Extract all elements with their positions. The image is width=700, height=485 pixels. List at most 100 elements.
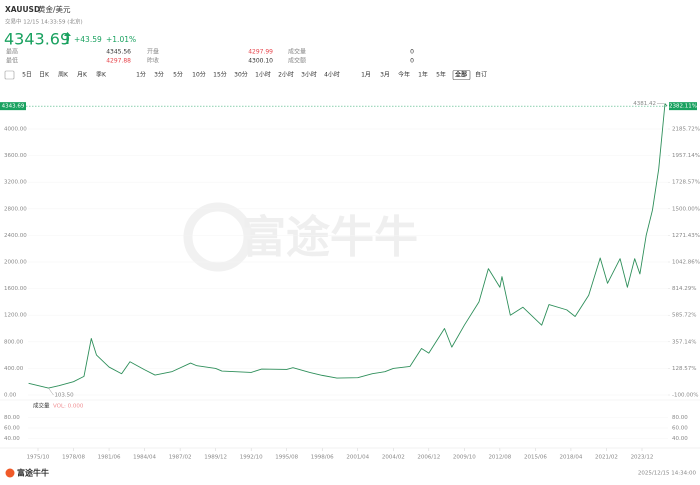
tab[interactable]: 1小时 (255, 71, 271, 79)
x-tick-label: 1989/12 (204, 455, 227, 461)
tab[interactable]: 5分 (173, 71, 183, 79)
x-tick-label: 2021/02 (595, 455, 618, 461)
symbol: XAUUSD (5, 5, 40, 14)
change: +43.59 (74, 35, 102, 44)
y-tick-label: 2000.00 (4, 260, 27, 266)
x-tick-label: 1975/10 (27, 455, 50, 461)
tab[interactable]: 3小时 (301, 71, 317, 79)
x-tick-label: 2015/06 (524, 455, 547, 461)
x-tick-label: 2023/12 (631, 455, 654, 461)
y-tick-label: 1600.00 (4, 286, 27, 292)
y2-tick-label: 1042.86% (672, 259, 700, 265)
y2-tick-label: 128.57% (672, 366, 696, 372)
tab[interactable]: 10分 (192, 71, 206, 79)
y-tick-label: 0.00 (4, 393, 17, 399)
y2-tick-label: 1728.57% (672, 180, 700, 186)
x-tick-label: 1995/08 (275, 455, 298, 461)
y-tick-label: 3600.00 (4, 153, 27, 159)
y-tick-label: 4000.00 (4, 127, 27, 133)
y-tick-label: 400.00 (4, 366, 24, 372)
last-price-tag (0, 102, 26, 111)
tab[interactable]: 1年 (418, 71, 428, 79)
tab[interactable]: 30分 (234, 71, 248, 79)
price-line (28, 103, 668, 389)
tab[interactable]: 月K (77, 72, 88, 79)
tab[interactable]: 季K (96, 71, 107, 79)
stat-label: 最低 (6, 57, 18, 65)
y-tick-label: 2400.00 (4, 233, 27, 239)
x-tick-label: 1992/10 (240, 455, 263, 461)
tab[interactable]: 4小时 (324, 71, 340, 79)
tab[interactable]: 2小时 (278, 71, 294, 79)
status: 交易中 12/15 14:33:59 (北京) (5, 18, 83, 26)
volume-tick-label: 40.00 (4, 436, 20, 442)
y-tick-label: 3200.00 (4, 180, 27, 186)
stat-value: 4300.10 (248, 58, 273, 65)
volume-title: 成交量 (33, 402, 50, 410)
y2-tick-label: 585.72% (672, 313, 696, 319)
volume-tick-label-right: 60.00 (672, 426, 688, 432)
tab[interactable]: 今年 (398, 71, 410, 79)
x-tick-label: 1981/06 (98, 455, 121, 461)
logo-icon (5, 468, 15, 478)
last-pct-label: 2382.11% (669, 104, 697, 110)
stat-label: 开盘 (147, 48, 159, 56)
tab[interactable]: 15分 (213, 71, 227, 79)
stat-value: 4345.56 (106, 49, 131, 56)
y-tick-label: 800.00 (4, 339, 24, 345)
y2-tick-label: 1500.00% (672, 206, 700, 212)
high-label: 4381.42 (633, 101, 656, 107)
x-tick-label: 2004/02 (382, 455, 405, 461)
stats: 最高 4345.56 开盘 4297.99 成交量 0 最低 4297.88 昨收 4300.10… (6, 48, 414, 65)
x-tick-label: 2018/04 (560, 455, 583, 461)
tab[interactable]: 日K (39, 72, 50, 79)
stat-label: 最高 (6, 48, 18, 56)
stat-value: 0 (410, 49, 414, 56)
tab[interactable]: 5日 (22, 72, 32, 79)
tab[interactable]: 1月 (361, 72, 371, 79)
stat-value: 4297.88 (106, 58, 131, 65)
y2-tick-label: 1957.14% (672, 153, 700, 159)
x-tick-label: 2006/12 (417, 455, 440, 461)
volume-label: VOL: 0.000 (53, 404, 84, 410)
change-pct: +1.01% (106, 35, 136, 44)
tab-selected[interactable] (452, 70, 471, 80)
volume-tick-label: 60.00 (4, 426, 20, 432)
x-tick-label: 2001/04 (346, 455, 369, 461)
x-tick-label: 1998/06 (311, 455, 334, 461)
tab[interactable]: 周K (58, 72, 69, 79)
tab[interactable]: 3月 (380, 72, 390, 79)
last-pct-tag (669, 102, 697, 111)
stat-value: 0 (410, 58, 414, 65)
watermark-icon (183, 202, 253, 272)
tabs: 5日 日K 周K 月K 季K 1分 3分 5分 10分 15分 30分 1小时 2小时 3小时 4小时 1月 3… (4, 70, 487, 80)
y-tick-label: 1200.00 (4, 313, 27, 319)
volume-tick-label: 80.00 (4, 415, 20, 421)
price: 4343.69 (4, 30, 70, 49)
tab[interactable]: 自订 (475, 71, 487, 79)
x-tick-label: 1987/02 (169, 455, 192, 461)
tab[interactable]: 全部 (454, 71, 467, 79)
tab[interactable]: 1分 (136, 71, 146, 79)
x-tick-label: 1984/04 (133, 455, 156, 461)
volume-tick-label-right: 80.00 (672, 415, 688, 421)
volume-tick-label-right: 40.00 (672, 436, 688, 442)
chart: 富途牛牛 4000.00 3600.00 3200.00 2800.00 2400.00 2… (0, 101, 700, 461)
x-tick-label: 2012/08 (488, 455, 511, 461)
stat-label: 昨收 (147, 57, 159, 65)
y2-tick-label: -100.00% (672, 393, 698, 399)
low-label: 103.50 (54, 393, 74, 399)
tab[interactable]: 3分 (154, 71, 164, 79)
tab-icon[interactable] (4, 70, 15, 80)
footer-logo: 富途牛牛 (17, 468, 49, 478)
x-tick-label: 1978/08 (62, 455, 85, 461)
symbol-name: 黄金/美元 (38, 4, 71, 14)
stat-label: 成交额 (288, 57, 306, 65)
tab[interactable]: 5年 (436, 71, 446, 79)
watermark: 富途牛牛 (242, 212, 418, 263)
up-arrow (64, 32, 71, 44)
last-price-label: 4343.69 (2, 104, 25, 110)
low-pointer (48, 387, 54, 396)
stat-label: 成交量 (288, 48, 306, 56)
